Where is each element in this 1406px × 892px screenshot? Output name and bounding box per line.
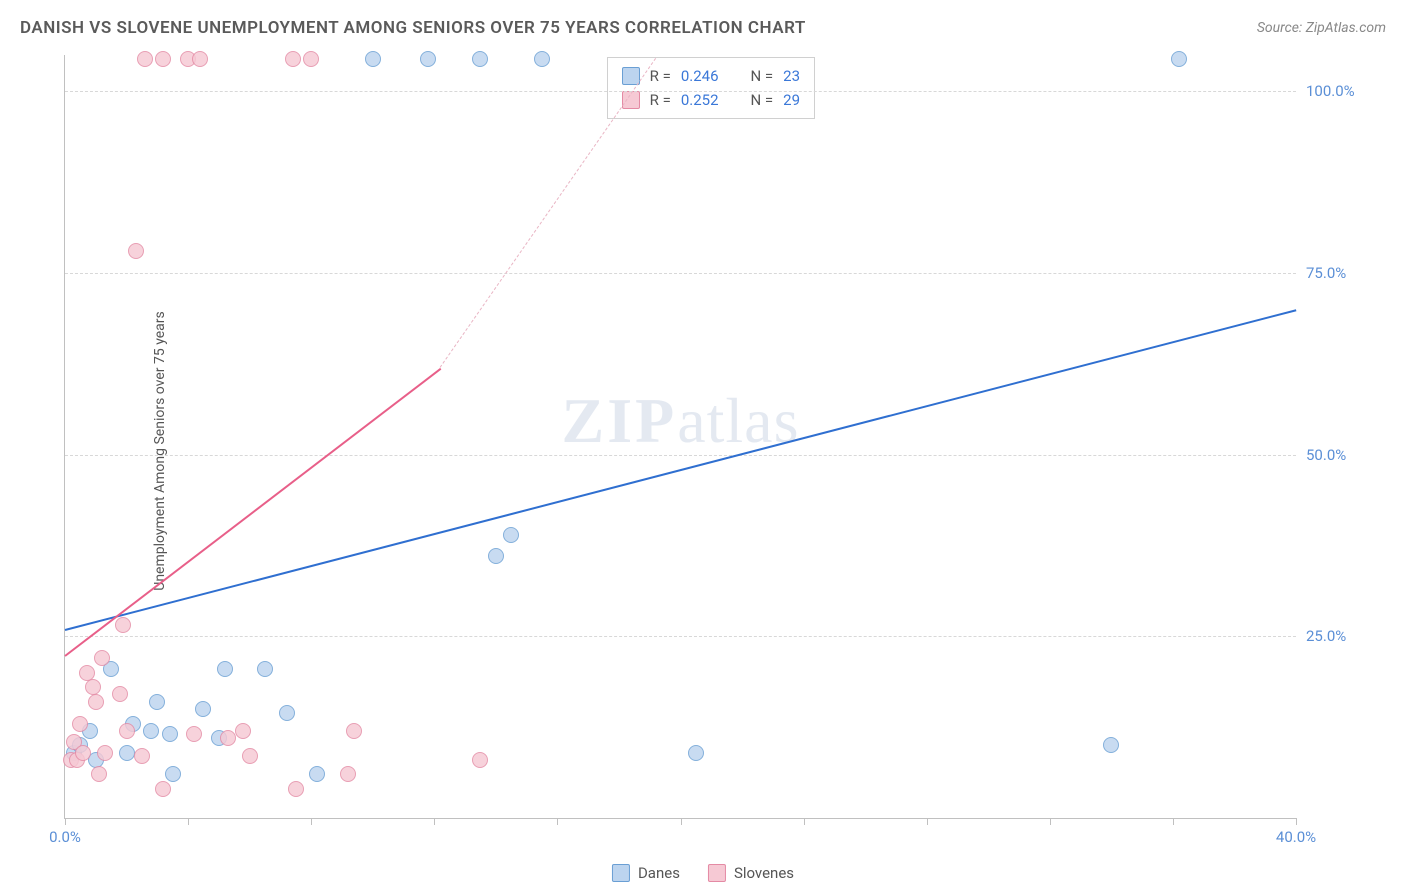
gridline-h: [65, 273, 1296, 274]
data-point-slovenes: [85, 679, 101, 695]
data-point-danes: [217, 661, 233, 677]
stats-r-label: R =: [650, 64, 671, 88]
x-tick: [927, 818, 928, 825]
data-point-danes: [503, 527, 519, 543]
y-tick-label: 50.0%: [1306, 446, 1366, 464]
stats-r-value: 0.246: [681, 64, 719, 88]
data-point-slovenes: [285, 51, 301, 67]
data-point-slovenes: [242, 748, 258, 764]
data-point-danes: [420, 51, 436, 67]
chart-container: Unemployment Among Seniors over 75 years…: [50, 55, 1386, 847]
data-point-slovenes: [288, 781, 304, 797]
data-point-slovenes: [128, 243, 144, 259]
gridline-h: [65, 91, 1296, 92]
x-tick: [1296, 818, 1297, 825]
legend-swatch: [612, 864, 630, 882]
legend: Danes Slovenes: [612, 864, 794, 882]
x-tick: [1173, 818, 1174, 825]
x-tick: [681, 818, 682, 825]
x-tick-label: 40.0%: [1276, 828, 1316, 846]
stats-n-label: N =: [751, 64, 774, 88]
data-point-slovenes: [119, 723, 135, 739]
data-point-slovenes: [112, 686, 128, 702]
data-point-slovenes: [94, 650, 110, 666]
data-point-slovenes: [97, 745, 113, 761]
legend-item-slovenes: Slovenes: [708, 864, 794, 882]
legend-label: Slovenes: [734, 864, 794, 882]
data-point-slovenes: [134, 748, 150, 764]
legend-item-danes: Danes: [612, 864, 680, 882]
x-tick: [311, 818, 312, 825]
trendline-slovenes: [64, 368, 441, 657]
data-point-danes: [195, 701, 211, 717]
stats-box: R =0.246N =23R =0.252N =29: [607, 57, 815, 119]
x-tick-label: 0.0%: [49, 828, 81, 846]
plot-area: ZIPatlas R =0.246N =23R =0.252N =29 25.0…: [64, 55, 1296, 819]
trendline-danes: [65, 309, 1297, 631]
watermark-atlas: atlas: [677, 385, 799, 456]
chart-header: DANISH VS SLOVENE UNEMPLOYMENT AMONG SEN…: [0, 0, 1406, 48]
data-point-slovenes: [72, 716, 88, 732]
data-point-danes: [279, 705, 295, 721]
gridline-h: [65, 636, 1296, 637]
data-point-slovenes: [155, 781, 171, 797]
data-point-danes: [1171, 51, 1187, 67]
data-point-danes: [149, 694, 165, 710]
data-point-slovenes: [137, 51, 153, 67]
data-point-danes: [309, 766, 325, 782]
y-tick-label: 100.0%: [1306, 82, 1366, 100]
watermark-zip: ZIP: [562, 385, 678, 456]
data-point-danes: [162, 726, 178, 742]
chart-title: DANISH VS SLOVENE UNEMPLOYMENT AMONG SEN…: [20, 18, 806, 38]
data-point-slovenes: [186, 726, 202, 742]
chart-source: Source: ZipAtlas.com: [1257, 20, 1386, 36]
data-point-danes: [365, 51, 381, 67]
data-point-danes: [119, 745, 135, 761]
data-point-slovenes: [91, 766, 107, 782]
data-point-slovenes: [340, 766, 356, 782]
data-point-slovenes: [192, 51, 208, 67]
data-point-slovenes: [75, 745, 91, 761]
data-point-danes: [472, 51, 488, 67]
data-point-danes: [257, 661, 273, 677]
x-tick: [65, 818, 66, 825]
x-tick: [434, 818, 435, 825]
x-tick: [804, 818, 805, 825]
data-point-danes: [688, 745, 704, 761]
data-point-danes: [534, 51, 550, 67]
y-tick-label: 75.0%: [1306, 264, 1366, 282]
x-tick: [188, 818, 189, 825]
y-tick-label: 25.0%: [1306, 627, 1366, 645]
data-point-slovenes: [115, 617, 131, 633]
data-point-danes: [488, 548, 504, 564]
data-point-slovenes: [155, 51, 171, 67]
data-point-slovenes: [220, 730, 236, 746]
data-point-danes: [1103, 737, 1119, 753]
data-point-slovenes: [472, 752, 488, 768]
x-tick: [557, 818, 558, 825]
data-point-slovenes: [88, 694, 104, 710]
data-point-slovenes: [346, 723, 362, 739]
x-tick: [1050, 818, 1051, 825]
data-point-danes: [165, 766, 181, 782]
stats-n-value: 23: [783, 64, 800, 88]
legend-swatch: [708, 864, 726, 882]
data-point-danes: [143, 723, 159, 739]
gridline-h: [65, 455, 1296, 456]
legend-label: Danes: [638, 864, 680, 882]
data-point-slovenes: [303, 51, 319, 67]
data-point-slovenes: [235, 723, 251, 739]
